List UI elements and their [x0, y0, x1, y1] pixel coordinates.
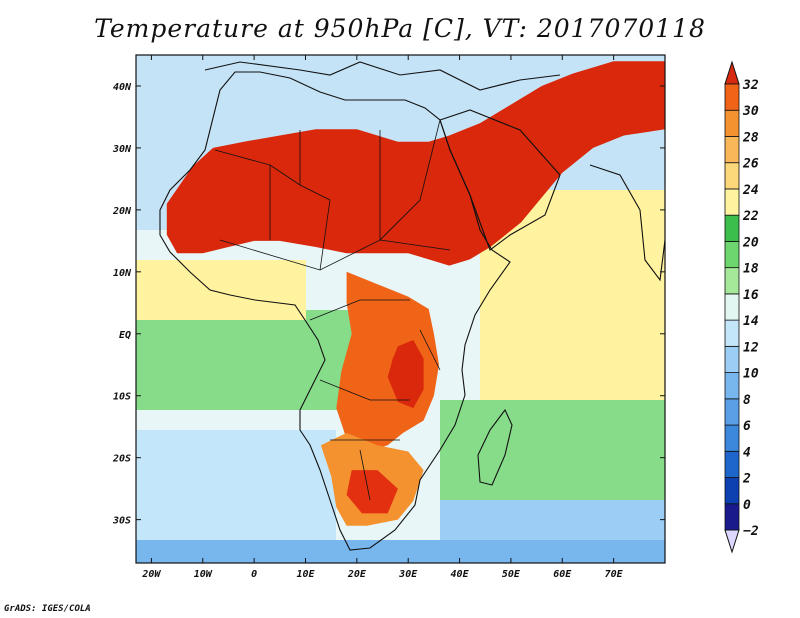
colorbar-label: 4: [743, 445, 751, 460]
colorbar-label: −2: [743, 524, 759, 539]
madagascar-coastline: [477, 408, 513, 486]
latitude-axis: 40N 30N 20N 10N EQ 10S 20S 30S: [112, 82, 665, 527]
africa-coastline: [159, 71, 511, 551]
colorbar-bin: [724, 188, 740, 216]
lat-tick-label: 20N: [112, 206, 132, 217]
map-frame: [135, 54, 666, 564]
lon-tick-label: 20W: [141, 569, 161, 580]
colorbar-bin: [724, 477, 740, 505]
colorbar-label: 30: [742, 104, 759, 119]
grads-credit: GrADS: IGES/COLA: [4, 604, 91, 614]
colorbar-label: 20: [742, 235, 759, 250]
colorbar-label: 0: [743, 498, 751, 513]
lat-tick-label: EQ: [119, 330, 131, 341]
colorbar-label: 24: [742, 183, 759, 198]
lon-tick-label: 0: [251, 569, 257, 580]
lon-tick-label: 70E: [605, 569, 624, 580]
colorbar-bin: [724, 162, 740, 190]
colorbar-label: 14: [743, 314, 759, 329]
colorbar-label: 32: [742, 78, 759, 93]
colorbar-bin: [724, 503, 740, 531]
colorbar-bin: [724, 241, 740, 269]
arabia-coastline: [439, 109, 561, 251]
colorbar-bin: [724, 214, 740, 242]
colorbar-bin: [724, 293, 740, 321]
colorbar-label: 22: [742, 209, 759, 224]
colorbar-label: 8: [743, 393, 751, 408]
lon-tick-label: 50E: [502, 569, 521, 580]
colorbar-over-triangle: [724, 60, 740, 85]
colorbar-bin: [724, 136, 740, 164]
lat-tick-label: 30S: [112, 516, 131, 527]
longitude-axis: 20W 10W 0 10E 20E 30E 40E 50E 60E 70E: [141, 55, 624, 580]
colorbar-label: 2: [742, 472, 751, 487]
southern-ocean-cold-band: [136, 540, 665, 563]
lon-tick-label: 10W: [194, 569, 213, 580]
colorbar-bin: [724, 398, 740, 426]
lon-tick-label: 40E: [451, 569, 470, 580]
colorbar-bin: [724, 267, 740, 295]
lat-tick-label: 20S: [112, 454, 131, 465]
colorbar-bin: [724, 424, 740, 452]
indian-ocean-warm-band: [440, 400, 665, 500]
colorbar-label: 12: [743, 340, 759, 355]
colorbar-label: 28: [742, 130, 759, 145]
colorbar-label: 18: [743, 262, 759, 277]
temperature-field-regions: [166, 61, 665, 526]
colorbar-bin: [724, 372, 740, 400]
lat-tick-label: 30N: [112, 144, 132, 155]
map-title: Temperature at 950hPa [C], VT: 201707011…: [94, 14, 706, 43]
colorbar-under-triangle: [724, 529, 740, 554]
colorbar-bin: [724, 109, 740, 137]
colorbar-bin: [724, 450, 740, 478]
lat-tick-label: 40N: [113, 82, 132, 93]
lon-tick-label: 10E: [296, 569, 315, 580]
india-coastline: [589, 164, 665, 282]
lat-tick-label: 10S: [113, 392, 131, 403]
colorbar-bin: [724, 83, 740, 111]
country-borders: [214, 119, 451, 501]
field-region-sahara-core: [166, 61, 665, 266]
colorbar-bin: [724, 345, 740, 373]
europe-coastline: [204, 61, 561, 91]
lat-tick-label: 10N: [113, 268, 132, 279]
colorbar-label: 6: [743, 419, 751, 434]
colorbar-bin: [724, 319, 740, 347]
field-region-kalahari-hot: [346, 470, 398, 514]
field-region-east-africa-highland: [387, 340, 424, 409]
colorbar-label: 16: [743, 288, 759, 303]
colorbar-label: 10: [743, 367, 759, 382]
lon-tick-label: 20E: [347, 569, 367, 580]
colorbar-label: 26: [742, 157, 759, 172]
map-plot-area: [136, 55, 665, 563]
lon-tick-label: 30E: [398, 569, 418, 580]
lon-tick-label: 60E: [553, 569, 572, 580]
tropical-atlantic-band: [136, 260, 306, 320]
